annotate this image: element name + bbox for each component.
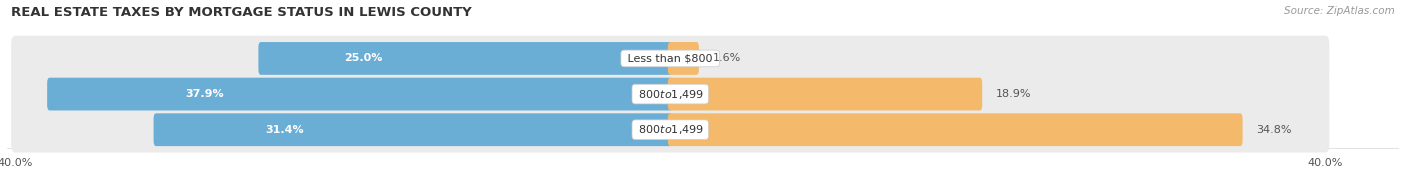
- Text: Less than $800: Less than $800: [624, 54, 716, 64]
- Text: 31.4%: 31.4%: [266, 125, 304, 135]
- Text: $800 to $1,499: $800 to $1,499: [636, 123, 706, 136]
- Text: $800 to $1,499: $800 to $1,499: [636, 88, 706, 101]
- FancyBboxPatch shape: [668, 113, 1243, 146]
- Text: REAL ESTATE TAXES BY MORTGAGE STATUS IN LEWIS COUNTY: REAL ESTATE TAXES BY MORTGAGE STATUS IN …: [11, 6, 472, 19]
- FancyBboxPatch shape: [11, 36, 1330, 81]
- FancyBboxPatch shape: [668, 42, 699, 75]
- FancyBboxPatch shape: [668, 78, 983, 111]
- FancyBboxPatch shape: [153, 113, 672, 146]
- Text: Source: ZipAtlas.com: Source: ZipAtlas.com: [1284, 6, 1395, 16]
- Text: 18.9%: 18.9%: [995, 89, 1032, 99]
- FancyBboxPatch shape: [48, 78, 672, 111]
- FancyBboxPatch shape: [11, 71, 1330, 117]
- FancyBboxPatch shape: [11, 107, 1330, 152]
- Text: 37.9%: 37.9%: [186, 89, 224, 99]
- Text: 1.6%: 1.6%: [713, 54, 741, 64]
- FancyBboxPatch shape: [259, 42, 672, 75]
- Text: 34.8%: 34.8%: [1257, 125, 1292, 135]
- Text: 25.0%: 25.0%: [344, 54, 382, 64]
